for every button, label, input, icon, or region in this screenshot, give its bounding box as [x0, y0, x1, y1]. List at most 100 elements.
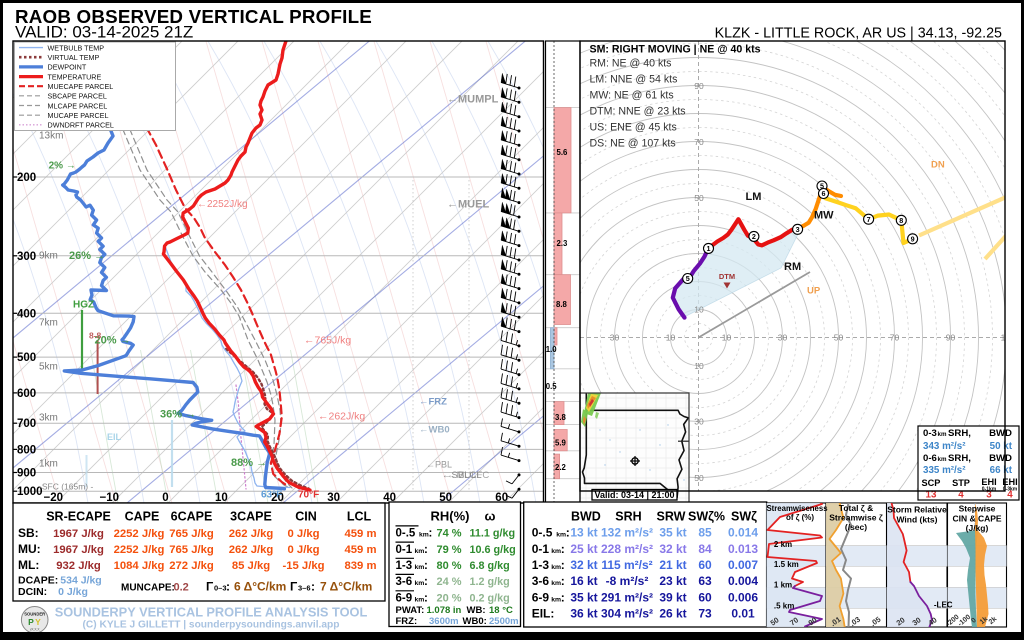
svg-text:304 m²/s²: 304 m²/s²: [601, 607, 653, 621]
svg-text:24 %: 24 %: [436, 576, 461, 588]
svg-text:km: km: [551, 596, 561, 603]
svg-text:SRH,: SRH,: [948, 453, 971, 464]
svg-text:EIL:: EIL:: [532, 607, 555, 621]
svg-text:1.0: 1.0: [546, 345, 558, 354]
svg-text:SB:: SB:: [18, 526, 39, 540]
svg-text:1.2 g/kg: 1.2 g/kg: [470, 576, 510, 588]
svg-text:20: 20: [895, 615, 907, 627]
svg-text:1967 J/kg: 1967 J/kg: [53, 528, 104, 540]
svg-text:291 m²/s²: 291 m²/s²: [601, 590, 653, 604]
svg-text:MW: MW: [814, 210, 834, 222]
svg-text:(J/kg): (J/kg): [966, 523, 989, 533]
svg-text::: :: [561, 542, 565, 556]
svg-text:2% →: 2% →: [49, 161, 76, 172]
svg-text:2500m: 2500m: [489, 616, 519, 627]
svg-text:−20: −20: [44, 492, 64, 504]
svg-text:0: 0: [970, 617, 978, 625]
svg-text:DS: NE @ 107 kts: DS: NE @ 107 kts: [590, 138, 676, 150]
svg-text:26 kt: 26 kt: [659, 607, 686, 621]
svg-text:0: 0: [162, 492, 168, 504]
svg-text:Γ: Γ: [206, 580, 214, 594]
svg-text:km: km: [415, 597, 425, 604]
svg-text:50: 50: [834, 333, 844, 343]
svg-text:SR-ECAPE: SR-ECAPE: [46, 510, 111, 524]
svg-text:0-3km: 0-3km: [1003, 487, 1018, 493]
svg-text:←MUEL: ←MUEL: [447, 199, 489, 211]
svg-text:1000: 1000: [17, 486, 43, 498]
svg-text:0-.5: 0-.5: [396, 528, 416, 540]
svg-text:0.004: 0.004: [728, 574, 758, 588]
svg-text:WB0:: WB0:: [463, 616, 487, 627]
svg-text:km: km: [938, 456, 947, 463]
svg-text:0.2 g/kg: 0.2 g/kg: [470, 593, 510, 605]
svg-text:30: 30: [694, 417, 704, 427]
svg-text:←MULFC: ←MULFC: [447, 470, 489, 481]
svg-text:200: 200: [17, 172, 36, 184]
svg-text:30: 30: [610, 333, 620, 343]
svg-text:21 kt: 21 kt: [659, 558, 686, 572]
svg-text:SOUNDERPY VERTICAL PROFILE ANA: SOUNDERPY VERTICAL PROFILE ANALYSIS TOOL: [55, 605, 368, 620]
svg-text:7km: 7km: [39, 318, 58, 329]
svg-text:8: 8: [899, 216, 903, 225]
svg-text:of ζ (%): of ζ (%): [786, 513, 814, 522]
svg-text:←765J/kg: ←765J/kg: [304, 335, 351, 347]
svg-text:P: P: [28, 617, 34, 627]
svg-text:80 %: 80 %: [436, 560, 461, 572]
svg-text:LM: NNE @ 54 kts: LM: NNE @ 54 kts: [590, 74, 678, 86]
svg-text:0–3: 0–3: [214, 584, 227, 593]
svg-text:1km: 1km: [39, 459, 58, 470]
svg-text:←MUMPL: ←MUMPL: [447, 94, 499, 106]
svg-text:534 J/kg: 534 J/kg: [60, 575, 101, 587]
svg-text:262 J/kg: 262 J/kg: [229, 528, 274, 540]
svg-text:13km: 13km: [39, 131, 63, 142]
svg-text:1.5 km: 1.5 km: [774, 560, 799, 569]
svg-text:2: 2: [752, 232, 756, 241]
svg-text:500: 500: [17, 352, 36, 364]
svg-text:3–6: 3–6: [298, 584, 311, 593]
svg-text:PWAT:: PWAT:: [396, 605, 425, 616]
svg-text:16 kt: 16 kt: [570, 574, 597, 588]
svg-text::: :: [226, 580, 230, 594]
svg-text:8.8: 8.8: [556, 300, 568, 309]
svg-text:3: 3: [986, 490, 992, 501]
svg-text:0-3: 0-3: [923, 428, 937, 439]
svg-text:SCP: SCP: [922, 478, 941, 488]
svg-text:10: 10: [694, 361, 704, 371]
svg-text:←2252J/kg: ←2252J/kg: [197, 199, 248, 210]
svg-text:FRZ:: FRZ:: [396, 616, 418, 627]
svg-text:WETBULB TEMP: WETBULB TEMP: [48, 43, 105, 52]
svg-text:(/sec): (/sec): [845, 522, 867, 532]
svg-text:30: 30: [911, 615, 923, 627]
svg-text:5.6: 5.6: [557, 148, 569, 157]
svg-text::: :: [424, 544, 428, 556]
svg-text:←FRZ: ←FRZ: [419, 397, 447, 408]
svg-text:SOUNDER: SOUNDER: [24, 612, 45, 617]
svg-text:765 J/kg: 765 J/kg: [169, 544, 214, 556]
svg-text:2k: 2k: [988, 616, 999, 626]
svg-text:0.013: 0.013: [728, 542, 758, 556]
svg-text:2.3: 2.3: [557, 239, 569, 248]
svg-text:CIN: CIN: [295, 510, 317, 524]
svg-text:BWD: BWD: [989, 453, 1012, 464]
svg-text:6: 6: [822, 189, 826, 198]
svg-text:SWζ: SWζ: [731, 510, 757, 524]
svg-text:RM: NE @ 40 kts: RM: NE @ 40 kts: [590, 58, 672, 70]
svg-text:85 J/kg: 85 J/kg: [232, 560, 270, 572]
svg-text:5.9: 5.9: [555, 439, 567, 448]
svg-text:132 m²/s²: 132 m²/s²: [601, 525, 653, 539]
svg-text:0 J/kg: 0 J/kg: [287, 544, 319, 556]
svg-text:7: 7: [867, 215, 871, 224]
svg-text:23 kt: 23 kt: [659, 574, 686, 588]
svg-text:←PBL: ←PBL: [426, 460, 452, 470]
svg-text:km: km: [419, 532, 429, 539]
svg-text:25 kt: 25 kt: [570, 542, 597, 556]
svg-text:60: 60: [698, 590, 712, 604]
svg-text:88% →: 88% →: [231, 457, 267, 469]
svg-text:32 kt: 32 kt: [570, 558, 597, 572]
svg-text:10.6 g/kg: 10.6 g/kg: [470, 544, 516, 556]
svg-text:60: 60: [495, 492, 508, 504]
svg-text::: :: [561, 558, 565, 572]
svg-text:km: km: [556, 531, 566, 538]
svg-text:10: 10: [666, 333, 676, 343]
svg-text:50 kt: 50 kt: [990, 441, 1013, 452]
